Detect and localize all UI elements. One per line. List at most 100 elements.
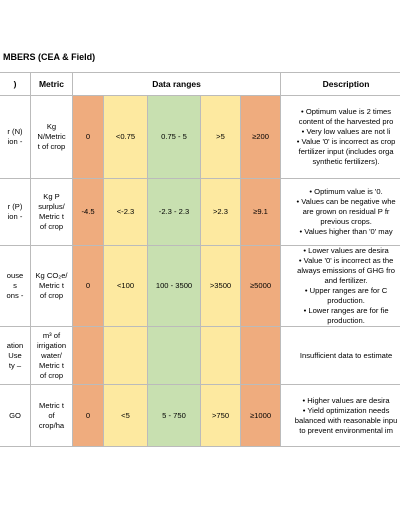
row: ation Use ty – m³ of irrigation water/Metric …	[0, 326, 400, 385]
text-line: Kg	[46, 122, 57, 131]
text-line: Kg P	[43, 192, 60, 201]
title: MBERS (CEA & Field)	[3, 52, 96, 62]
text-line: surplus/	[38, 202, 65, 211]
metric-cell: Kg CO₂e/Metric t of crop	[30, 245, 73, 327]
range-cell: 0	[72, 95, 104, 179]
label-cell: ation Use ty –	[0, 326, 31, 385]
description-cell: Insufficient data to estimate	[280, 326, 400, 385]
metric-cell: Kg N/Metric t of crop	[30, 95, 73, 179]
range-cell	[72, 326, 104, 385]
text-line: to prevent environmental im	[299, 425, 393, 435]
description-cell: • Optimum value is 2 times content of the…	[280, 95, 400, 179]
text-line: m³ of	[42, 330, 61, 340]
header: Description	[280, 72, 400, 96]
row: ouse s ons - Kg CO₂e/Metric t of crop 0 <100 10…	[0, 245, 400, 327]
label-cell: GO	[0, 384, 31, 447]
label-cell: ouse s ons -	[0, 245, 31, 327]
range-cell: >3500	[200, 245, 241, 327]
text-line: s	[13, 281, 17, 290]
text-line: ion -	[7, 137, 23, 146]
text-line: irrigation	[36, 340, 67, 350]
range-cell: ≥1000	[239, 384, 282, 447]
text-line: ion -	[7, 212, 23, 221]
description-cell: • Optimum value is '0. • Values can be ne…	[280, 178, 400, 246]
text-line: • Values can be negative whe	[296, 197, 396, 206]
text-line: always emissions of GHG fro	[297, 266, 396, 275]
range-cell: <-2.3	[103, 178, 148, 246]
text-line: • Values higher than '0' may	[299, 227, 393, 236]
range-cell: -2.3 - 2.3	[147, 178, 201, 246]
range-cell: -4.5	[72, 178, 104, 246]
text-line: ouse	[6, 271, 24, 280]
text-line: • Value '0' is incorrect as the	[298, 256, 394, 265]
metric-cell: m³ of irrigation water/Metric t of crop	[30, 326, 73, 385]
text-line: Insufficient data to estimate	[299, 350, 393, 360]
text-line: Use	[8, 350, 22, 360]
text-line: of crop	[39, 291, 64, 300]
range-cell: 5 - 750	[147, 384, 201, 447]
range-cell: 0	[72, 384, 104, 447]
text-line: • Higher values are desira	[302, 395, 390, 405]
text-line: Metric t	[39, 281, 64, 290]
header: Metric	[30, 72, 73, 96]
text-line: • Very low values are not li	[301, 127, 391, 136]
range-cell: ≥200	[239, 95, 282, 179]
label-cell: r (N) ion -	[0, 95, 31, 179]
range-cell: <0.75	[103, 95, 148, 179]
text-line: r (P)	[7, 202, 23, 211]
text-line: r (N)	[7, 127, 23, 136]
text-line: water/	[41, 350, 62, 360]
label-cell: r (P) ion -	[0, 178, 31, 246]
text-line: ty –	[8, 360, 22, 370]
range-cell: >750	[200, 384, 241, 447]
range-cell: 100 - 3500	[147, 245, 201, 327]
text-line: ons -	[6, 291, 24, 300]
text-line: previous crops.	[320, 217, 372, 226]
text-line: Metric t	[39, 360, 64, 370]
text-line: • Lower ranges are for fie	[303, 306, 389, 315]
range-cell: >5	[200, 95, 241, 179]
text-line: • Upper ranges are for C	[304, 286, 388, 295]
header: )	[0, 72, 31, 96]
text-line: N/Metric	[37, 132, 66, 141]
text-line: balanced with reasonable inpu	[294, 415, 398, 425]
text-line: of	[48, 410, 55, 420]
range-cell	[147, 326, 201, 385]
range-cell: 0.75 - 5	[147, 95, 201, 179]
text-line: of crop	[39, 370, 64, 380]
text-line: Metric t	[39, 400, 64, 410]
range-cell	[200, 326, 241, 385]
range-cell	[103, 326, 148, 385]
text-line: crop/ha	[38, 420, 65, 430]
range-cell: <5	[103, 384, 148, 447]
text-line: Metric t	[39, 212, 64, 221]
text-line: • Optimum value is '0.	[309, 187, 383, 196]
text-line: content of the harvested pro	[298, 117, 394, 126]
range-cell: ≥9.1	[239, 178, 282, 246]
range-cell: 0	[72, 245, 104, 327]
text-line: of crop	[39, 222, 64, 231]
text-line: and fertilizer.	[324, 276, 368, 285]
text-line: production.	[327, 296, 365, 305]
text-line: ation	[6, 340, 24, 350]
table: ) Metric Data ranges Description r (N) io…	[0, 72, 400, 447]
text-line: Kg CO₂e/	[35, 271, 68, 280]
range-cell: ≥5000	[239, 245, 282, 327]
description-cell: • Higher values are desira • Yield optimi…	[280, 384, 400, 447]
text-line: • Lower values are desira	[303, 246, 389, 256]
text-line: • Yield optimization needs	[302, 405, 390, 415]
text-line: synthetic fertilizers).	[312, 157, 380, 166]
text-line: GO	[9, 410, 21, 420]
range-cell	[239, 326, 282, 385]
description-cell: • Lower values are desira • Value '0' is …	[280, 245, 400, 327]
row: GO Metric t of crop/ha 0 <5 5 - 750 >750 ≥1000 • …	[0, 384, 400, 447]
text-line: are grown on residual P fr	[302, 207, 390, 216]
text-line: t of crop	[37, 142, 66, 151]
range-cell: <100	[103, 245, 148, 327]
metric-cell: Metric t of crop/ha	[30, 384, 73, 447]
row: r (N) ion - Kg N/Metric t of crop 0 <0.75 0.75 …	[0, 95, 400, 179]
header: Data ranges	[71, 72, 282, 96]
